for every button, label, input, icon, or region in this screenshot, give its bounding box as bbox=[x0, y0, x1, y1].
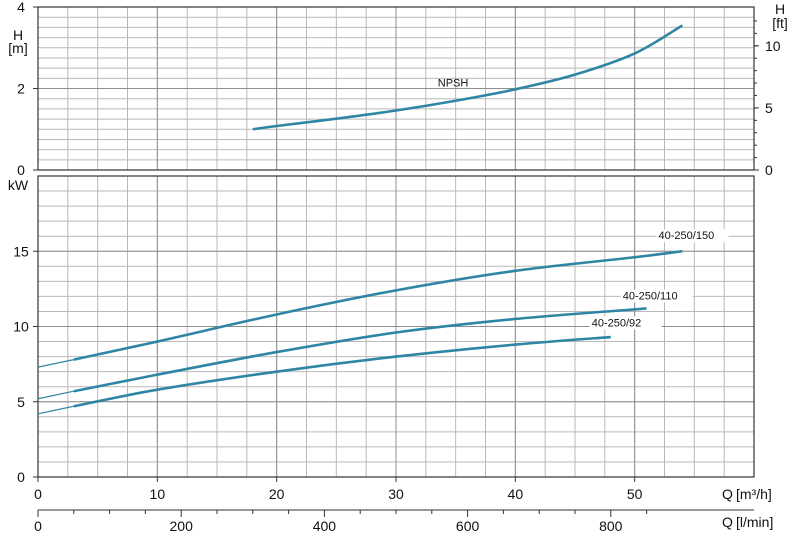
tick-label-lmin: 0 bbox=[34, 518, 42, 534]
power-curve bbox=[73, 335, 611, 408]
curve-label-bg bbox=[589, 316, 662, 330]
y-axis-unit-ft: [ft] bbox=[772, 15, 788, 31]
tick-label-m3h: 30 bbox=[388, 486, 404, 502]
x-axis-label-q-lmin: Q bbox=[722, 514, 733, 530]
tick-label-kw: 5 bbox=[17, 394, 25, 410]
power-curve-label: 40-250/110 bbox=[623, 290, 678, 302]
x-axis-unit-lmin: [l/min] bbox=[736, 514, 773, 530]
frame-layer bbox=[33, 6, 759, 517]
power-curve bbox=[73, 307, 647, 393]
power-curve-label: 40-250/150 bbox=[659, 230, 715, 242]
grid-layer bbox=[37, 6, 755, 478]
power-curve-extension bbox=[37, 390, 74, 400]
tick-label-h-ft: 5 bbox=[765, 100, 773, 116]
y-axis-label-kw: kW bbox=[8, 177, 29, 193]
tick-label-m3h: 20 bbox=[269, 486, 285, 502]
curve-label-bg bbox=[620, 289, 693, 303]
tick-label-m3h: 0 bbox=[34, 486, 42, 502]
tick-label-h-m: 4 bbox=[17, 0, 25, 15]
npsh-label: NPSH bbox=[438, 77, 469, 89]
curve-layer bbox=[37, 24, 684, 415]
y-axis-unit-m: [m] bbox=[8, 40, 27, 56]
tick-label-lmin: 400 bbox=[313, 518, 337, 534]
tick-label-kw: 15 bbox=[13, 243, 29, 259]
tick-label-m3h: 50 bbox=[627, 486, 643, 502]
tick-label-h-ft: 0 bbox=[765, 162, 773, 178]
tick-label-m3h: 40 bbox=[508, 486, 524, 502]
tick-label-kw: 10 bbox=[13, 319, 29, 335]
tick-label-kw: 0 bbox=[17, 469, 25, 485]
curve-label-bg bbox=[656, 229, 729, 243]
tick-label-lmin: 200 bbox=[170, 518, 194, 534]
tick-label-m3h: 10 bbox=[150, 486, 166, 502]
tick-label-h-m: 2 bbox=[17, 81, 25, 97]
y-axis-label-h-right: H bbox=[775, 1, 785, 17]
y-axis-label-h: H bbox=[13, 27, 23, 43]
tick-label-lmin: 800 bbox=[599, 518, 623, 534]
power-curve-label: 40-250/92 bbox=[592, 318, 642, 330]
x-axis-unit-m3h: [m³/h] bbox=[736, 486, 772, 502]
tick-label-h-ft: 10 bbox=[765, 38, 781, 54]
x-axis-label-q: Q bbox=[722, 486, 733, 502]
power-curve-extension bbox=[37, 359, 74, 368]
tick-label-lmin: 600 bbox=[456, 518, 480, 534]
power-curve-extension bbox=[37, 405, 74, 415]
power-curve bbox=[73, 249, 683, 361]
tick-label-h-m: 0 bbox=[17, 162, 25, 178]
npsh-curve bbox=[252, 24, 684, 131]
